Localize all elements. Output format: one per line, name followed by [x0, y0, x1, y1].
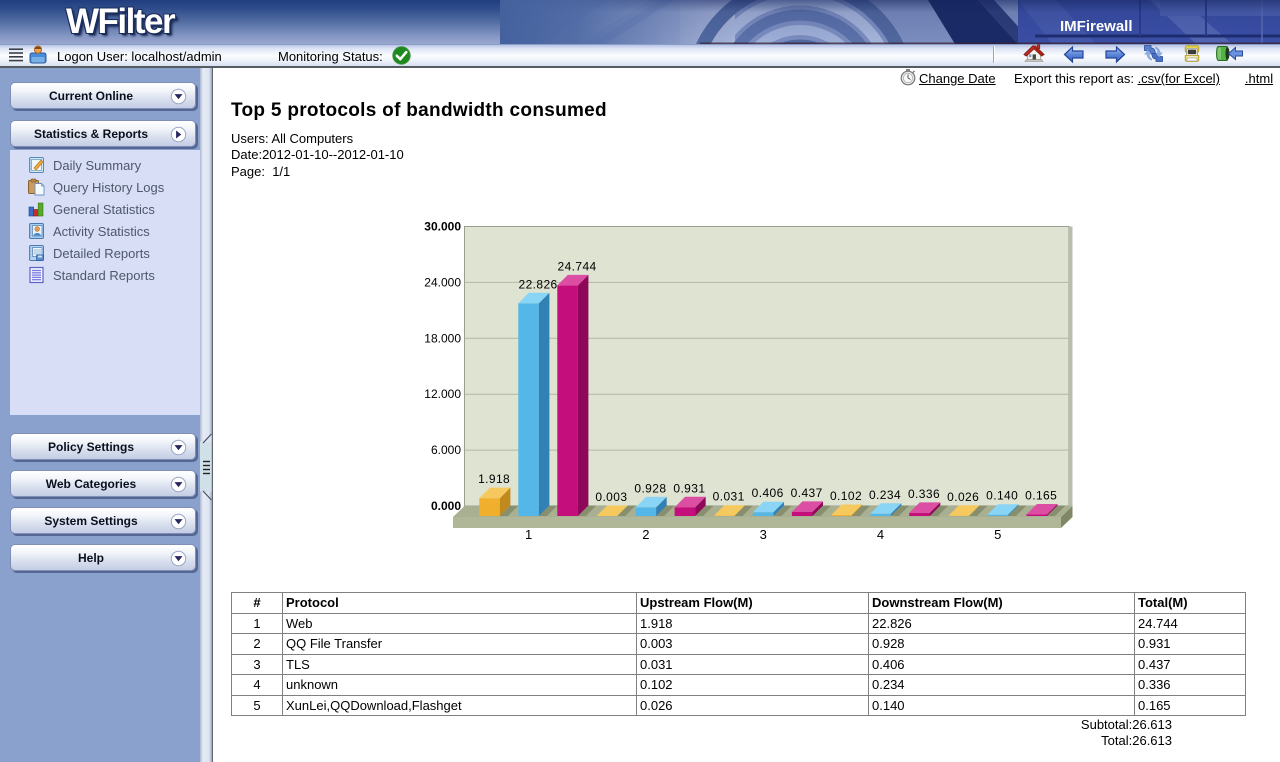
svg-text:0.336: 0.336 — [908, 487, 940, 501]
svg-text:0.003: 0.003 — [595, 490, 627, 504]
svg-text:6.000: 6.000 — [431, 443, 461, 457]
svg-text:IMFirewall: IMFirewall — [1060, 18, 1133, 35]
svg-text:18.000: 18.000 — [424, 331, 461, 345]
svg-text:0.406: 0.406 — [752, 486, 784, 500]
svg-text:1.918: 1.918 — [478, 472, 510, 486]
svg-text:0.234: 0.234 — [869, 488, 901, 502]
svg-text:0.437: 0.437 — [791, 486, 823, 500]
svg-text:1: 1 — [525, 527, 532, 542]
svg-text:2: 2 — [642, 527, 649, 542]
svg-text:0.000: 0.000 — [431, 499, 461, 513]
svg-text:0.102: 0.102 — [830, 489, 862, 503]
svg-text:0.140: 0.140 — [986, 489, 1018, 503]
svg-text:24.744: 24.744 — [558, 259, 597, 273]
svg-text:0.931: 0.931 — [673, 481, 705, 495]
svg-text:0.026: 0.026 — [947, 490, 979, 504]
svg-text:0.031: 0.031 — [713, 490, 745, 504]
svg-text:0.165: 0.165 — [1025, 489, 1057, 503]
svg-text:0.928: 0.928 — [634, 481, 666, 495]
svg-text:24.000: 24.000 — [424, 275, 461, 289]
svg-text:22.826: 22.826 — [519, 277, 558, 291]
svg-text:4: 4 — [877, 527, 884, 542]
svg-text:30.000: 30.000 — [424, 220, 461, 234]
svg-text:5: 5 — [994, 527, 1001, 542]
svg-text:3: 3 — [760, 527, 767, 542]
svg-text:12.000: 12.000 — [424, 387, 461, 401]
